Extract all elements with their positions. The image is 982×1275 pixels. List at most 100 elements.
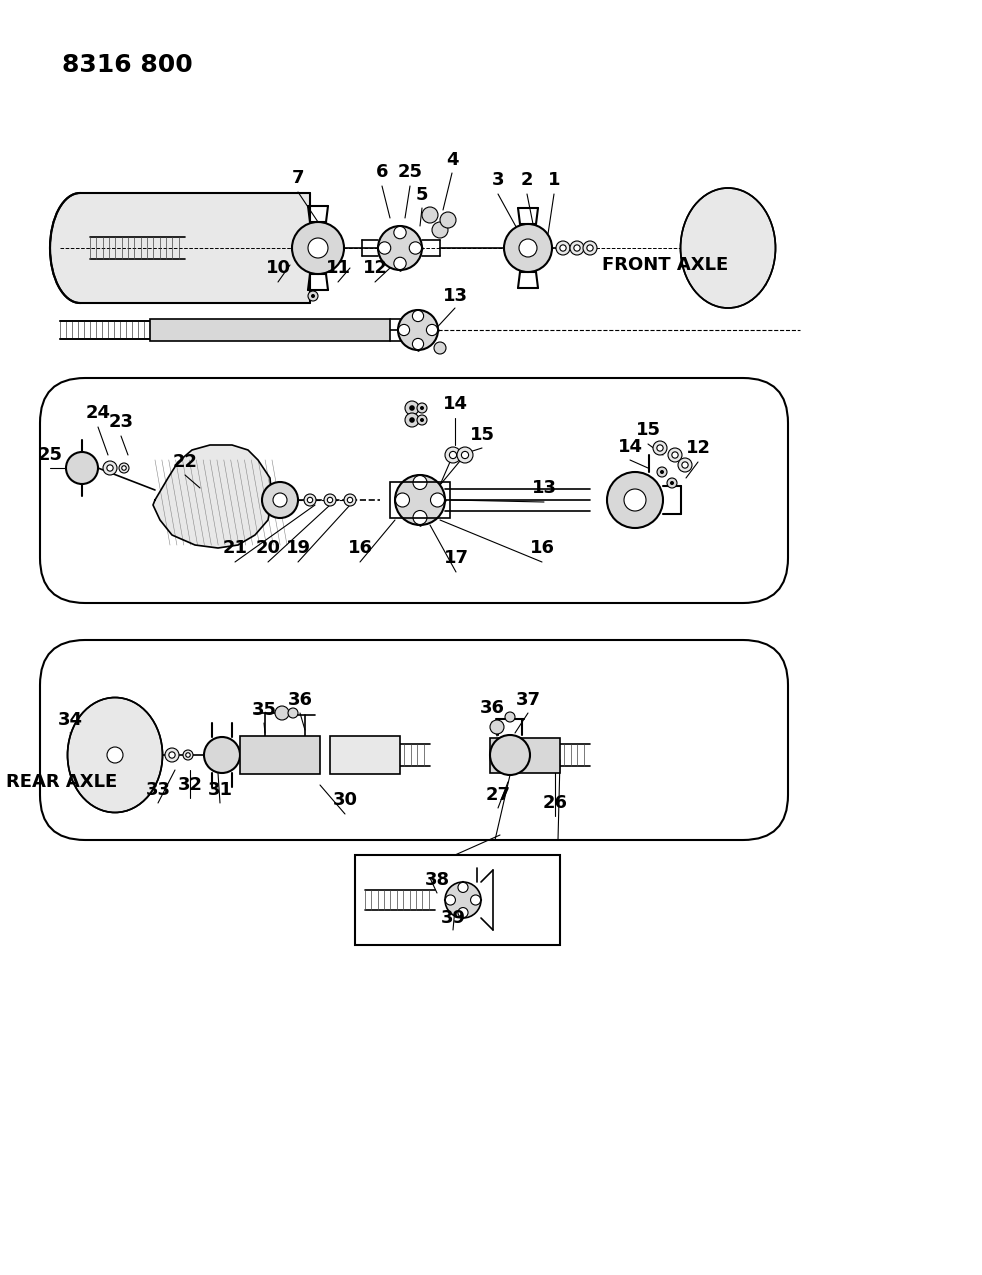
Circle shape (412, 338, 423, 349)
Circle shape (66, 453, 98, 484)
Text: 8316 800: 8316 800 (62, 54, 192, 76)
Circle shape (395, 476, 445, 525)
Circle shape (204, 737, 240, 773)
Circle shape (458, 908, 468, 918)
Polygon shape (153, 445, 272, 548)
Circle shape (344, 493, 356, 506)
Circle shape (327, 497, 333, 502)
Circle shape (292, 222, 344, 274)
Circle shape (324, 493, 336, 506)
Text: 12: 12 (685, 439, 711, 456)
Text: 11: 11 (325, 259, 351, 277)
Circle shape (672, 451, 679, 458)
Ellipse shape (681, 187, 776, 309)
Text: 10: 10 (265, 259, 291, 277)
Circle shape (417, 403, 427, 413)
Text: 15: 15 (469, 426, 495, 444)
Text: 7: 7 (292, 170, 304, 187)
Text: 2: 2 (520, 171, 533, 189)
Text: 30: 30 (333, 790, 357, 810)
Text: 1: 1 (548, 171, 561, 189)
Circle shape (560, 245, 567, 251)
Text: 36: 36 (479, 699, 505, 717)
Text: 5: 5 (415, 186, 428, 204)
Text: 17: 17 (444, 550, 468, 567)
Circle shape (450, 451, 457, 459)
Circle shape (262, 482, 298, 518)
Circle shape (457, 448, 473, 463)
Circle shape (462, 451, 468, 459)
Circle shape (398, 310, 438, 351)
Ellipse shape (68, 697, 162, 812)
Text: 37: 37 (516, 691, 540, 709)
Text: 13: 13 (443, 287, 467, 305)
Circle shape (490, 720, 504, 734)
Text: 27: 27 (485, 785, 511, 805)
Circle shape (556, 241, 570, 255)
Bar (490, 737, 560, 773)
Circle shape (183, 750, 193, 760)
Circle shape (348, 497, 353, 502)
Circle shape (445, 448, 461, 463)
Circle shape (394, 258, 407, 269)
Circle shape (405, 413, 419, 427)
Circle shape (413, 476, 427, 490)
Circle shape (434, 342, 446, 354)
Circle shape (186, 752, 191, 757)
Circle shape (169, 752, 175, 759)
Circle shape (587, 245, 593, 251)
Circle shape (409, 417, 414, 423)
Circle shape (165, 748, 179, 762)
Circle shape (119, 463, 129, 473)
Circle shape (432, 222, 448, 238)
Circle shape (458, 882, 468, 892)
Circle shape (311, 295, 315, 298)
Circle shape (304, 493, 316, 506)
Text: 19: 19 (286, 539, 310, 557)
Bar (240, 736, 320, 774)
Bar (80, 193, 310, 303)
Circle shape (107, 465, 113, 472)
Text: 36: 36 (288, 691, 312, 709)
Circle shape (420, 405, 424, 411)
Circle shape (396, 493, 409, 507)
Circle shape (505, 711, 515, 722)
Text: 12: 12 (362, 259, 388, 277)
Text: 14: 14 (443, 395, 467, 413)
Circle shape (624, 490, 646, 511)
Circle shape (682, 462, 688, 468)
Circle shape (103, 462, 117, 476)
Text: 32: 32 (178, 776, 202, 794)
Circle shape (288, 708, 298, 718)
Text: 25: 25 (37, 446, 63, 464)
Circle shape (308, 238, 328, 258)
Text: 6: 6 (376, 163, 388, 181)
Circle shape (470, 895, 480, 905)
Text: 31: 31 (207, 782, 233, 799)
Circle shape (430, 493, 445, 507)
Bar (150, 319, 390, 340)
Circle shape (394, 227, 407, 238)
Text: FRONT AXLE: FRONT AXLE (602, 256, 728, 274)
Circle shape (667, 478, 677, 488)
Circle shape (668, 448, 682, 462)
Circle shape (107, 747, 123, 762)
Circle shape (308, 291, 318, 301)
Circle shape (504, 224, 552, 272)
Circle shape (653, 441, 667, 455)
Circle shape (670, 481, 674, 484)
Text: REAR AXLE: REAR AXLE (6, 773, 118, 790)
Circle shape (607, 472, 663, 528)
Circle shape (273, 493, 287, 507)
Text: 24: 24 (85, 404, 111, 422)
Bar (355, 856, 560, 945)
Text: 25: 25 (398, 163, 422, 181)
Circle shape (440, 212, 456, 228)
Circle shape (519, 238, 537, 258)
Circle shape (417, 414, 427, 425)
Text: 4: 4 (446, 150, 459, 170)
Ellipse shape (50, 193, 110, 303)
Circle shape (420, 418, 424, 422)
Circle shape (409, 405, 414, 411)
Text: 35: 35 (251, 701, 277, 719)
